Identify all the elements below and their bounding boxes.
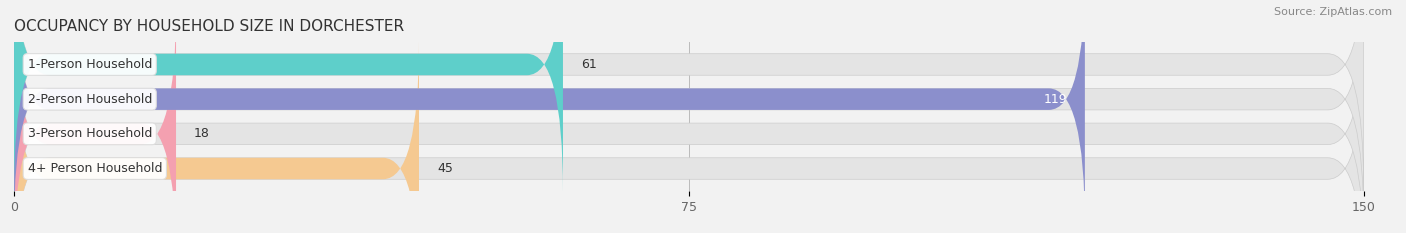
Text: 1-Person Household: 1-Person Household <box>28 58 152 71</box>
Text: 2-Person Household: 2-Person Household <box>28 93 152 106</box>
Text: OCCUPANCY BY HOUSEHOLD SIZE IN DORCHESTER: OCCUPANCY BY HOUSEHOLD SIZE IN DORCHESTE… <box>14 19 404 34</box>
FancyBboxPatch shape <box>14 6 176 233</box>
FancyBboxPatch shape <box>14 41 1364 233</box>
Text: 4+ Person Household: 4+ Person Household <box>28 162 162 175</box>
Text: 3-Person Household: 3-Person Household <box>28 127 152 140</box>
Text: 61: 61 <box>581 58 596 71</box>
FancyBboxPatch shape <box>14 6 1364 233</box>
FancyBboxPatch shape <box>14 41 419 233</box>
Text: 45: 45 <box>437 162 453 175</box>
Text: 119: 119 <box>1043 93 1067 106</box>
FancyBboxPatch shape <box>14 0 1085 227</box>
FancyBboxPatch shape <box>14 0 1364 227</box>
FancyBboxPatch shape <box>14 0 562 192</box>
Text: 18: 18 <box>194 127 209 140</box>
FancyBboxPatch shape <box>14 0 1364 192</box>
Text: Source: ZipAtlas.com: Source: ZipAtlas.com <box>1274 7 1392 17</box>
